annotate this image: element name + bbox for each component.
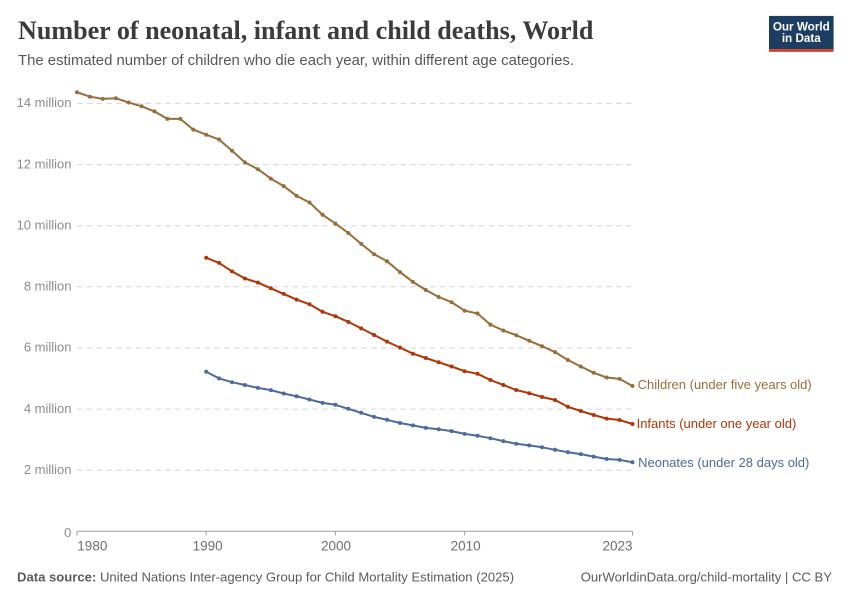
svg-text:14 million: 14 million [17,95,72,110]
svg-text:2000: 2000 [321,538,351,553]
svg-text:2010: 2010 [451,538,481,553]
svg-text:Children (under five years old: Children (under five years old) [638,377,812,392]
svg-text:6 million: 6 million [24,340,72,355]
svg-text:The estimated number of childr: The estimated number of children who die… [18,53,574,69]
svg-text:12 million: 12 million [17,156,72,171]
svg-text:in Data: in Data [782,32,821,45]
svg-text:Our World: Our World [773,21,830,34]
svg-text:2 million: 2 million [24,462,72,477]
svg-text:0: 0 [64,525,71,540]
svg-text:8 million: 8 million [24,279,72,294]
svg-text:Data source: United Nations In: Data source: United Nations Inter-agency… [17,569,514,584]
svg-text:2023: 2023 [602,538,632,553]
svg-text:Neonates (under 28 days old): Neonates (under 28 days old) [638,455,809,470]
svg-text:4 million: 4 million [24,401,72,416]
svg-text:1990: 1990 [193,538,223,553]
svg-text:Number of neonatal, infant and: Number of neonatal, infant and child dea… [18,16,594,45]
svg-text:10 million: 10 million [17,217,72,232]
svg-text:OurWorldinData.org/child-morta: OurWorldinData.org/child-mortality | CC … [581,569,833,584]
svg-text:1980: 1980 [77,538,107,553]
svg-text:Infants (under one year old): Infants (under one year old) [637,416,797,431]
